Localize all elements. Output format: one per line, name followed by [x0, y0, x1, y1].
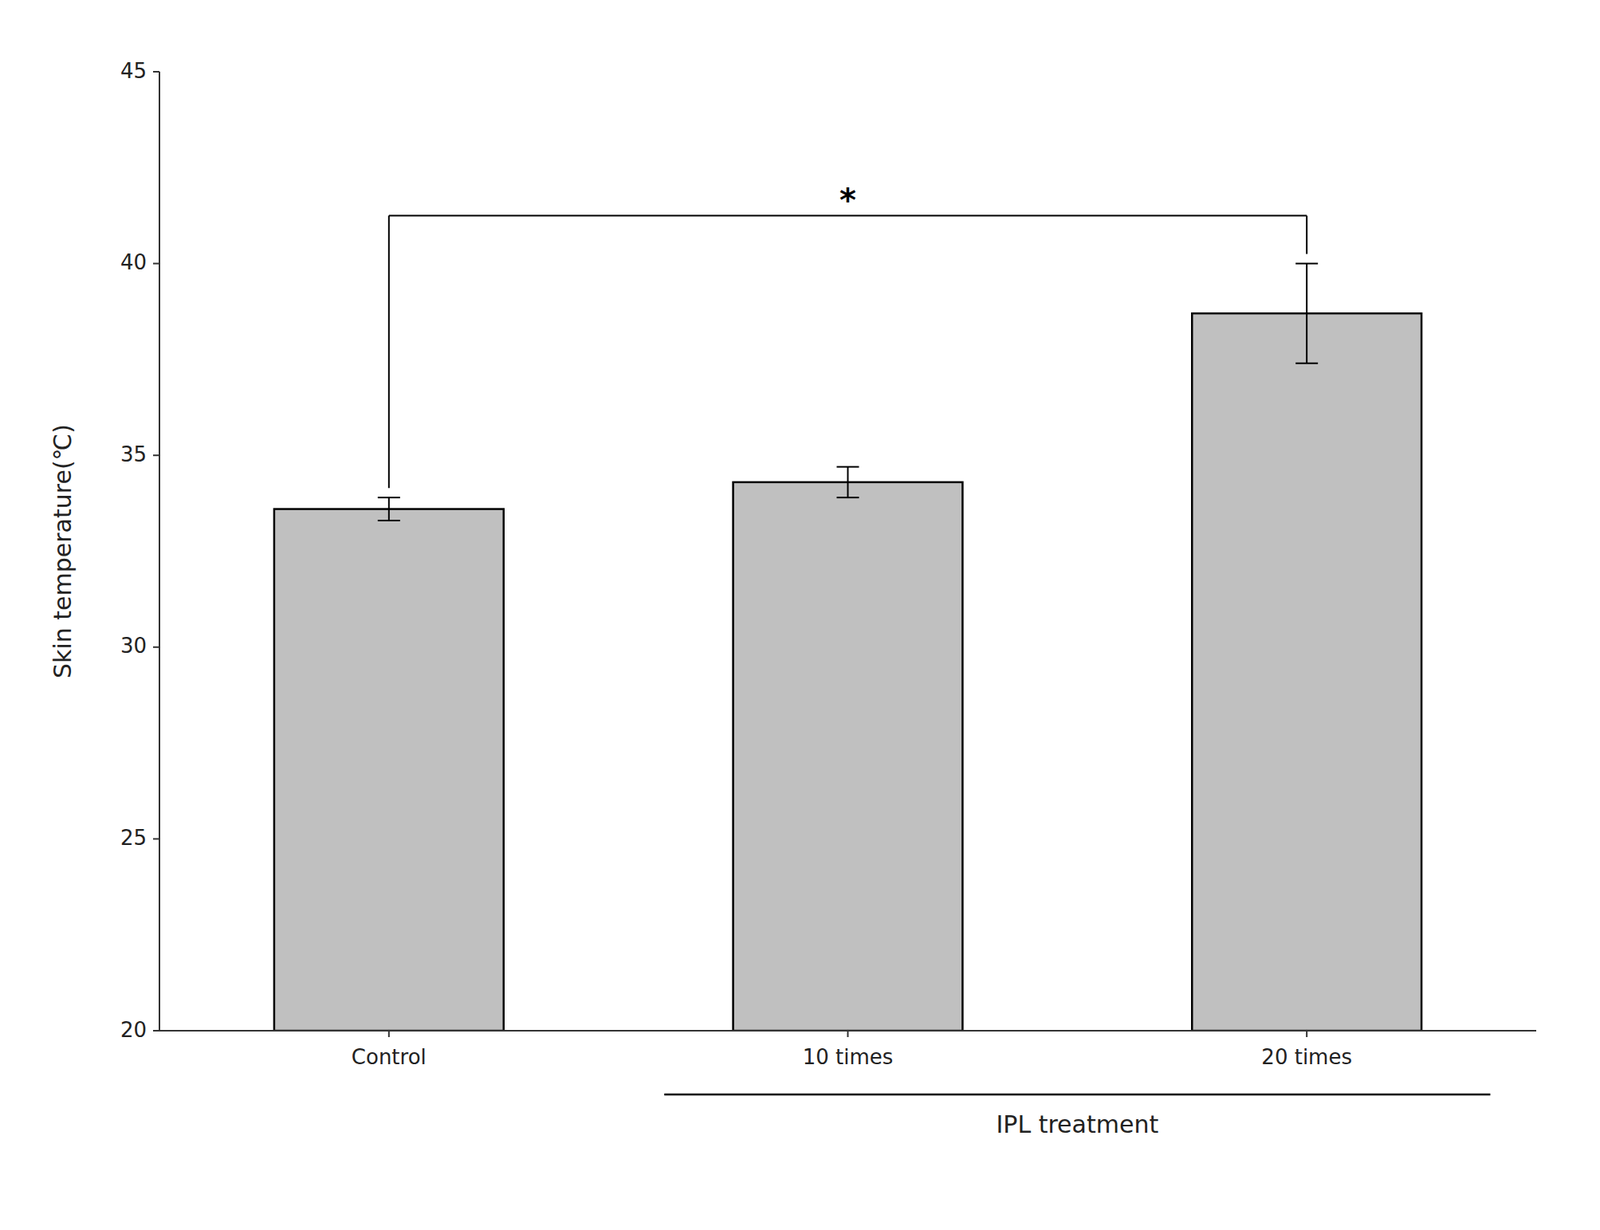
y-tick: [153, 263, 160, 265]
x-axis: Control 10 times 20 times: [159, 1030, 1537, 1070]
x-tick-label: 10 times: [802, 1045, 894, 1070]
error-line: [847, 467, 850, 498]
x-tick-label: Control: [351, 1045, 427, 1070]
y-tick-label: 25: [120, 825, 147, 850]
x-tick-label: 20 times: [1261, 1045, 1353, 1070]
y-axis-label: Skin temperature(℃): [48, 424, 77, 679]
y-axis: 20 25 30 35 40 45 Skin temperature(℃): [48, 58, 161, 1042]
bar: [733, 482, 964, 1031]
y-tick: [153, 454, 160, 457]
y-axis-line: [158, 71, 161, 1031]
category-group: IPL treatment: [664, 1094, 1490, 1139]
x-tick: [1305, 1030, 1308, 1038]
background: [0, 0, 1600, 1230]
error-cap: [837, 496, 860, 499]
x-tick: [388, 1030, 390, 1038]
error-cap: [837, 466, 860, 468]
marks: [274, 263, 1422, 1031]
y-tick: [153, 1029, 160, 1032]
error-cap: [1295, 263, 1318, 265]
error-line: [1305, 263, 1308, 364]
bar: [1191, 313, 1422, 1031]
y-tick-label: 35: [120, 442, 147, 467]
bar: [274, 509, 504, 1031]
group-label: IPL treatment: [995, 1110, 1159, 1139]
y-tick: [153, 70, 160, 73]
error-cap: [377, 496, 401, 499]
x-tick: [847, 1030, 850, 1038]
y-tick-label: 30: [120, 633, 147, 658]
error-bar: [377, 497, 401, 521]
error-bar: [1295, 263, 1318, 364]
error-cap: [377, 519, 401, 522]
error-line: [388, 497, 390, 521]
y-tick-label: 40: [120, 250, 147, 275]
y-tick-label: 20: [120, 1018, 147, 1042]
significance-label: *: [839, 181, 857, 219]
significance-bracket: [388, 216, 390, 489]
y-tick: [153, 837, 160, 840]
error-cap: [1295, 362, 1318, 365]
significance-bracket: [1305, 216, 1308, 255]
y-tick-label: 45: [120, 58, 147, 83]
significance: *: [389, 181, 1307, 489]
error-bar: [837, 467, 860, 498]
y-tick: [153, 646, 160, 649]
chart: 20 25 30 35 40 45 Skin temperature(℃) Control 10…: [0, 0, 1600, 1230]
group-bracket: [664, 1093, 1490, 1097]
